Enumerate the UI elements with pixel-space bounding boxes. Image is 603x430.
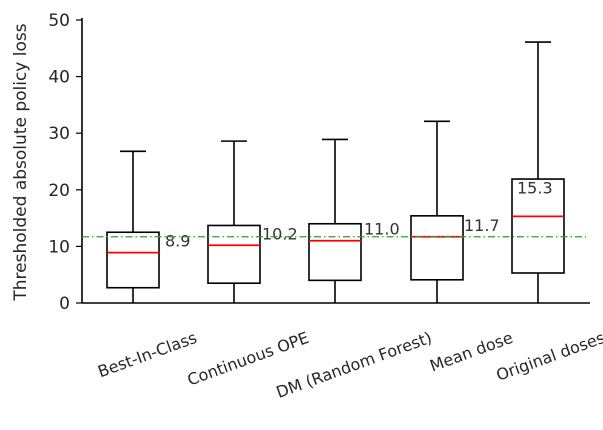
plot-area: 0 10 20 30 40 50 8.9 10.2 11.0 11.7 15.3 Best-In-Cl… [48, 11, 603, 402]
box-iqr [106, 231, 160, 289]
x-category-label: Best-In-Class [95, 328, 199, 381]
median-value-label: 15.3 [517, 178, 553, 197]
y-tick-label: 0 [59, 294, 70, 314]
y-axis-label: Thresholded absolute policy loss [11, 23, 31, 301]
y-tick-label: 50 [48, 11, 70, 31]
median-value-label: 11.7 [464, 216, 500, 235]
box-iqr [410, 215, 464, 281]
y-tick-label: 10 [48, 237, 70, 257]
box-iqr [207, 224, 261, 284]
y-tick-label: 30 [48, 124, 70, 144]
median-value-label: 8.9 [165, 232, 190, 251]
median-value-label: 10.2 [262, 224, 298, 243]
median-value-label: 11.0 [364, 220, 400, 239]
box-iqr [511, 178, 565, 274]
box-iqr [308, 222, 362, 282]
y-tick-label: 40 [48, 68, 70, 88]
y-tick-label: 20 [48, 181, 70, 201]
